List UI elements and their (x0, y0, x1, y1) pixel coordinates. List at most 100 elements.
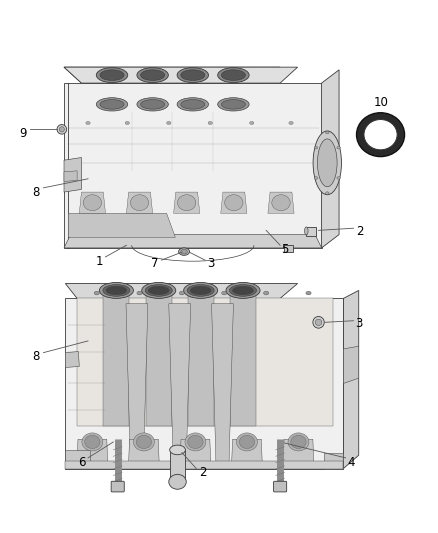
Ellipse shape (177, 98, 208, 111)
Ellipse shape (188, 435, 203, 449)
Polygon shape (169, 304, 191, 463)
Ellipse shape (184, 282, 218, 298)
Polygon shape (343, 346, 359, 383)
Polygon shape (103, 290, 130, 426)
Polygon shape (221, 192, 247, 213)
Polygon shape (64, 83, 321, 248)
Ellipse shape (314, 176, 318, 179)
Ellipse shape (313, 131, 342, 195)
Ellipse shape (288, 433, 309, 451)
Polygon shape (126, 304, 148, 463)
Ellipse shape (134, 433, 154, 451)
Ellipse shape (179, 248, 190, 255)
Text: 4: 4 (347, 456, 355, 469)
Ellipse shape (145, 285, 172, 296)
Ellipse shape (222, 291, 227, 295)
Ellipse shape (306, 291, 311, 295)
Ellipse shape (325, 192, 329, 195)
Text: 7: 7 (151, 257, 158, 270)
Ellipse shape (85, 435, 100, 449)
Ellipse shape (190, 286, 211, 295)
Polygon shape (129, 439, 159, 463)
Polygon shape (77, 298, 332, 426)
Ellipse shape (141, 100, 165, 109)
Ellipse shape (230, 285, 257, 296)
Text: 9: 9 (20, 127, 27, 140)
Ellipse shape (364, 119, 397, 150)
Ellipse shape (137, 68, 168, 83)
Polygon shape (324, 453, 343, 469)
Polygon shape (64, 67, 280, 83)
Ellipse shape (272, 195, 290, 211)
Ellipse shape (177, 68, 208, 83)
Ellipse shape (239, 435, 254, 449)
Text: 8: 8 (32, 350, 39, 364)
Ellipse shape (318, 139, 337, 187)
Polygon shape (283, 439, 314, 463)
Text: 10: 10 (374, 96, 389, 109)
Ellipse shape (181, 249, 187, 254)
Ellipse shape (137, 291, 142, 295)
Polygon shape (65, 284, 297, 298)
Ellipse shape (314, 147, 318, 149)
Polygon shape (79, 192, 106, 213)
Text: 2: 2 (199, 466, 206, 479)
Ellipse shape (57, 125, 67, 134)
Ellipse shape (226, 282, 260, 298)
Ellipse shape (148, 286, 169, 295)
Ellipse shape (166, 122, 171, 125)
Polygon shape (268, 192, 294, 213)
Ellipse shape (177, 195, 196, 211)
Ellipse shape (137, 98, 168, 111)
Ellipse shape (337, 176, 340, 179)
Polygon shape (68, 213, 175, 237)
Ellipse shape (325, 131, 329, 134)
Ellipse shape (233, 286, 254, 295)
Ellipse shape (187, 285, 214, 296)
Ellipse shape (291, 435, 306, 449)
FancyBboxPatch shape (111, 481, 124, 492)
Ellipse shape (264, 291, 269, 295)
FancyBboxPatch shape (274, 481, 287, 492)
Ellipse shape (136, 435, 152, 449)
Polygon shape (146, 290, 172, 426)
Ellipse shape (100, 100, 124, 109)
Polygon shape (180, 439, 211, 463)
Polygon shape (64, 171, 77, 181)
Polygon shape (64, 235, 321, 248)
Text: 8: 8 (32, 185, 39, 199)
Polygon shape (232, 439, 262, 463)
Ellipse shape (304, 227, 308, 235)
Ellipse shape (86, 122, 90, 125)
Ellipse shape (141, 70, 165, 80)
Polygon shape (65, 298, 343, 469)
Polygon shape (65, 450, 90, 466)
Polygon shape (170, 450, 185, 482)
Polygon shape (284, 245, 293, 252)
Ellipse shape (106, 286, 127, 295)
Polygon shape (77, 439, 108, 463)
Polygon shape (343, 290, 359, 469)
Text: 2: 2 (356, 225, 364, 238)
Ellipse shape (221, 70, 245, 80)
Text: 5: 5 (281, 243, 288, 256)
Polygon shape (187, 290, 214, 426)
Ellipse shape (142, 282, 176, 298)
Ellipse shape (99, 282, 134, 298)
Text: 1: 1 (95, 255, 102, 268)
Ellipse shape (169, 474, 186, 489)
Ellipse shape (100, 70, 124, 80)
Polygon shape (65, 352, 79, 368)
Ellipse shape (83, 195, 102, 211)
Ellipse shape (221, 100, 245, 109)
Ellipse shape (313, 317, 324, 328)
Polygon shape (212, 304, 233, 463)
Polygon shape (306, 227, 316, 236)
Ellipse shape (131, 195, 149, 211)
Text: 6: 6 (78, 456, 85, 469)
Ellipse shape (179, 291, 184, 295)
Ellipse shape (103, 285, 130, 296)
Polygon shape (65, 461, 343, 469)
Ellipse shape (181, 100, 205, 109)
Ellipse shape (96, 68, 128, 83)
